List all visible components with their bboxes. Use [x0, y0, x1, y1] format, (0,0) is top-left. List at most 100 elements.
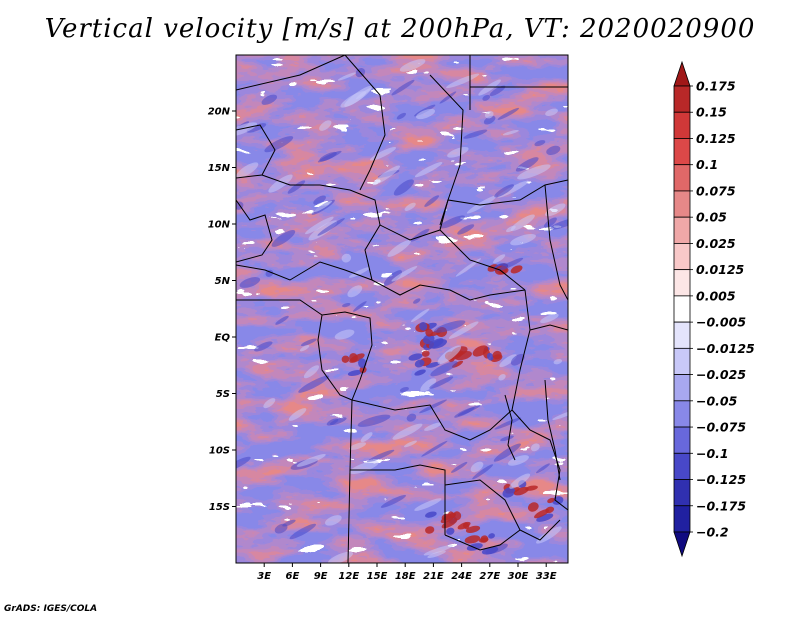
- velocity-streak: [530, 443, 540, 452]
- velocity-streak: [274, 523, 288, 534]
- velocity-streak: [246, 123, 267, 133]
- lat-tick-label: 10N: [208, 220, 231, 231]
- velocity-streak: [337, 72, 357, 81]
- border-line: [236, 199, 273, 263]
- velocity-streak: [446, 73, 480, 89]
- map-title: Vertical velocity [m/s] at 200hPa, VT: 2…: [44, 14, 756, 44]
- velocity-streak: [357, 414, 391, 427]
- colorbar-label: −0.175: [696, 498, 746, 513]
- lon-tick-label: 3E: [257, 571, 271, 582]
- colorbar-label: 0.05: [696, 210, 727, 225]
- velocity-cell: [527, 502, 539, 512]
- velocity-streak: [299, 345, 310, 352]
- velocity-cell: [446, 527, 455, 535]
- velocity-cell: [488, 533, 495, 539]
- lat-tick-label: 15N: [208, 163, 231, 174]
- velocity-streak: [366, 449, 395, 463]
- lon-tick-label: 15E: [367, 571, 388, 582]
- velocity-streak: [552, 409, 568, 420]
- velocity-streak: [236, 456, 251, 472]
- colorbar-box: [673, 216, 691, 244]
- velocity-streak: [372, 165, 401, 186]
- velocity-streak: [494, 417, 522, 430]
- colorbar-box: [673, 321, 691, 349]
- velocity-streak: [498, 373, 506, 381]
- border-line: [236, 124, 276, 179]
- lat-tick-label: EQ: [215, 333, 231, 344]
- colorbar-label: −0.05: [696, 393, 738, 408]
- lon-tick-label: 30E: [508, 571, 529, 582]
- velocity-streak: [287, 180, 306, 194]
- colorbar-box: [673, 479, 691, 507]
- coastline: [544, 379, 561, 481]
- velocity-cell: [464, 535, 481, 544]
- velocity-cell: [547, 497, 555, 504]
- velocity-streak: [421, 440, 448, 457]
- velocity-cell: [423, 334, 435, 345]
- velocity-cell: [441, 518, 458, 529]
- velocity-streak: [420, 378, 437, 392]
- velocity-cell: [419, 322, 428, 331]
- velocity-streak: [334, 329, 355, 340]
- velocity-streak: [494, 184, 515, 198]
- velocity-streak: [546, 145, 561, 155]
- velocity-streak: [304, 216, 334, 235]
- velocity-cell: [425, 328, 434, 337]
- plot-frame: [235, 54, 569, 564]
- velocity-streak: [406, 413, 417, 422]
- coastline: [504, 394, 516, 461]
- colorbar-label: 0.075: [696, 183, 736, 198]
- velocity-streak: [303, 365, 320, 379]
- velocity-streak: [288, 408, 307, 421]
- lon-tick-label: 27E: [479, 571, 500, 582]
- velocity-cell: [408, 353, 423, 361]
- colorbar-box: [673, 138, 691, 166]
- velocity-streak: [393, 179, 414, 196]
- lon-tick-label: 6E: [286, 571, 300, 582]
- velocity-streak: [353, 301, 367, 312]
- colorbar-label: 0.175: [696, 79, 736, 94]
- velocity-streak: [344, 85, 373, 107]
- velocity-streak: [403, 440, 417, 448]
- colorbar-bottom-arrow: [673, 531, 691, 558]
- velocity-streak: [457, 224, 475, 235]
- velocity-cell: [472, 345, 489, 357]
- border-line: [511, 409, 568, 511]
- velocity-streak: [317, 150, 342, 163]
- velocity-streak: [360, 432, 373, 443]
- velocity-cell: [347, 369, 363, 377]
- border-line: [236, 261, 373, 281]
- colorbar-label: 0.0125: [696, 262, 745, 277]
- colorbar-label: −0.005: [696, 315, 746, 330]
- velocity-cell: [425, 362, 440, 368]
- colorbar-label: −0.2: [696, 525, 729, 540]
- velocity-streak: [507, 455, 529, 466]
- velocity-streak: [392, 423, 423, 440]
- velocity-streak: [484, 110, 494, 119]
- velocity-streak: [497, 257, 524, 271]
- velocity-streak: [236, 122, 258, 137]
- velocity-streak: [510, 353, 525, 366]
- velocity-cell: [414, 359, 425, 368]
- velocity-streak: [510, 214, 535, 232]
- velocity-streak: [387, 239, 411, 257]
- velocity-streak: [271, 230, 296, 247]
- colorbar-box: [673, 505, 691, 533]
- border-line: [439, 179, 568, 231]
- velocity-streak: [414, 498, 442, 511]
- border-line: [379, 224, 526, 291]
- velocity-streak: [536, 526, 562, 544]
- grads-credit: GrADS: IGES/COLA: [4, 604, 98, 614]
- velocity-cell: [534, 509, 550, 519]
- colorbar: 0.175 0.15 0.125 0.1 0.075 0.05 0.025 0.0125 0.0…: [673, 60, 755, 558]
- velocity-streak: [482, 94, 491, 101]
- velocity-streak: [424, 422, 442, 431]
- lat-tick-label: 5S: [216, 389, 230, 400]
- velocity-streak: [448, 321, 479, 339]
- velocity-streak: [349, 460, 379, 475]
- velocity-cell: [448, 511, 455, 519]
- velocity-cell: [513, 487, 529, 496]
- velocity-streak: [399, 386, 409, 393]
- colorbar-label: 0.1: [696, 157, 718, 172]
